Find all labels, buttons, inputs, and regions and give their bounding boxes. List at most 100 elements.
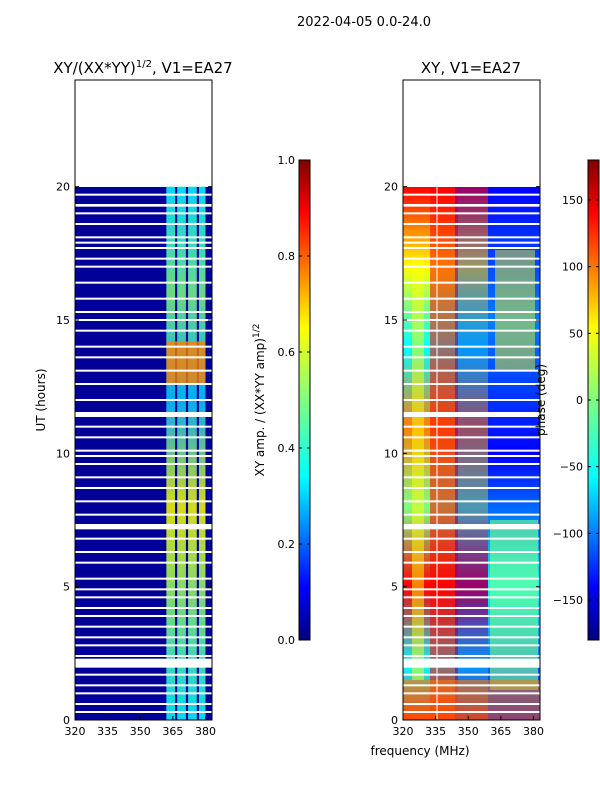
amplitude-gap-row	[75, 607, 212, 609]
phase-gap-row	[403, 265, 540, 268]
amplitude-gap-rows	[75, 193, 212, 713]
amplitude-gap-row	[75, 345, 212, 348]
phase-gap-row	[403, 703, 540, 705]
phase-gap-row	[403, 537, 540, 540]
phase-gap-row	[403, 425, 540, 428]
amplitude-colorbar-gradient	[298, 159, 311, 641]
colorbar-tick-label: −150	[553, 594, 583, 607]
phase-gap-row	[403, 487, 540, 489]
amplitude-gap-row	[75, 281, 212, 284]
colorbar-tick-label: 0.4	[278, 442, 296, 455]
phase-axes: 320 335 350 365 380 0 5 10 15 20	[384, 181, 544, 738]
phase-gap-row	[403, 212, 540, 215]
amplitude-gap-row	[75, 551, 212, 553]
xtick-label: 350	[130, 725, 151, 738]
phase-gap-row	[403, 383, 540, 385]
phase-yellow-patch	[495, 250, 535, 370]
amplitude-gap-row	[75, 193, 212, 196]
amplitude-burst-region	[166, 341, 206, 384]
phase-gap-row	[403, 436, 540, 439]
phase-bottom-band	[403, 680, 540, 720]
amplitude-ylabel: UT (hours)	[34, 368, 48, 431]
ytick-label: 5	[63, 581, 70, 594]
ytick-label: 10	[384, 447, 398, 460]
amplitude-colorbar: 0.0 0.2 0.4 0.6 0.8 1.0 XY amp. / (XX*YY amp)…	[252, 154, 311, 647]
phase-gap-row	[403, 561, 540, 564]
phase-gap-row	[403, 241, 540, 244]
amplitude-gap-row	[75, 247, 212, 249]
xtick-label: 320	[393, 725, 414, 738]
colorbar-tick-label: 100	[562, 261, 583, 274]
amplitude-gap-band	[75, 658, 212, 667]
amplitude-channel-strips	[166, 186, 206, 720]
phase-gap-row	[403, 193, 540, 196]
amplitude-gap-row	[75, 257, 212, 260]
amplitude-gap-row	[75, 311, 212, 313]
phase-gap-row	[403, 281, 540, 284]
colorbar-tick-label: 0.2	[278, 538, 296, 551]
phase-heatmap	[403, 187, 540, 720]
phase-red-band	[430, 187, 458, 720]
amplitude-gap-row	[75, 319, 212, 321]
amplitude-gap-row	[75, 399, 212, 401]
amplitude-gap-row	[75, 615, 212, 617]
amplitude-gap-row	[75, 223, 212, 225]
phase-gap-row	[403, 551, 540, 553]
amplitude-gap-row	[75, 644, 212, 647]
phase-gap-row	[403, 399, 540, 401]
phase-xlabel: frequency (MHz)	[370, 744, 469, 758]
amplitude-gap-row	[75, 476, 212, 479]
amplitude-gap-row	[75, 455, 212, 457]
phase-gap-row	[403, 673, 540, 676]
phase-gap-row	[403, 588, 540, 591]
colorbar-tick-label: 0.8	[278, 250, 296, 263]
amplitude-gap-row	[75, 329, 212, 332]
phase-panel-title: XY, V1=EA27	[421, 59, 521, 77]
amplitude-gap-row	[75, 577, 212, 580]
phase-gap-row	[403, 711, 540, 713]
colorbar-tick-label: 150	[562, 194, 583, 207]
colorbar-tick-label: 1.0	[278, 154, 296, 167]
phase-gap-row	[403, 476, 540, 479]
phase-gap-row	[403, 636, 540, 639]
amplitude-gap-row	[75, 537, 212, 540]
phase-gap-row	[403, 615, 540, 617]
colorbar-tick-label: 0.6	[278, 346, 296, 359]
phase-gap-row	[403, 247, 540, 249]
ytick-label: 20	[56, 181, 70, 194]
phase-gap-row	[403, 513, 540, 516]
amplitude-gap-row	[75, 425, 212, 428]
ytick-label: 0	[63, 714, 70, 727]
amplitude-gap-row	[75, 684, 212, 687]
amplitude-gap-row	[75, 212, 212, 215]
amplitude-heatmap	[75, 186, 212, 720]
xtick-label: 380	[523, 725, 544, 738]
phase-gap-rows	[403, 193, 540, 713]
amplitude-gap-band	[75, 524, 212, 530]
xtick-label: 350	[458, 725, 479, 738]
amplitude-gap-row	[75, 265, 212, 268]
amplitude-gap-row	[75, 673, 212, 676]
amplitude-channel-strip	[177, 186, 186, 720]
amplitude-gap-row	[75, 449, 212, 452]
amplitude-gap-row	[75, 383, 212, 385]
phase-gap-row	[403, 236, 540, 239]
ytick-label: 10	[56, 447, 70, 460]
amplitude-gap-row	[75, 436, 212, 439]
colorbar-tick-label: −50	[560, 461, 583, 474]
phase-colorbar-ticks: −150 −100 −50 0 50 100 150	[553, 194, 599, 607]
figure-suptitle: 2022-04-05 0.0-24.0	[297, 15, 431, 30]
colorbar-tick-label: 0	[576, 394, 583, 407]
amplitude-gap-row	[75, 625, 212, 628]
colorbar-tick-label: −100	[553, 527, 583, 540]
amplitude-gap-row	[75, 369, 212, 372]
xtick-label: 380	[195, 725, 216, 738]
amplitude-gap-band	[75, 204, 212, 207]
amplitude-channel-strip	[188, 186, 197, 720]
phase-gap-row	[403, 625, 540, 628]
phase-colorbar: phase (deg) −150 −100 −50 0 50 100 150	[534, 159, 600, 641]
ytick-label: 15	[56, 314, 70, 327]
amplitude-gap-row	[75, 513, 212, 516]
phase-gap-row	[403, 577, 540, 580]
